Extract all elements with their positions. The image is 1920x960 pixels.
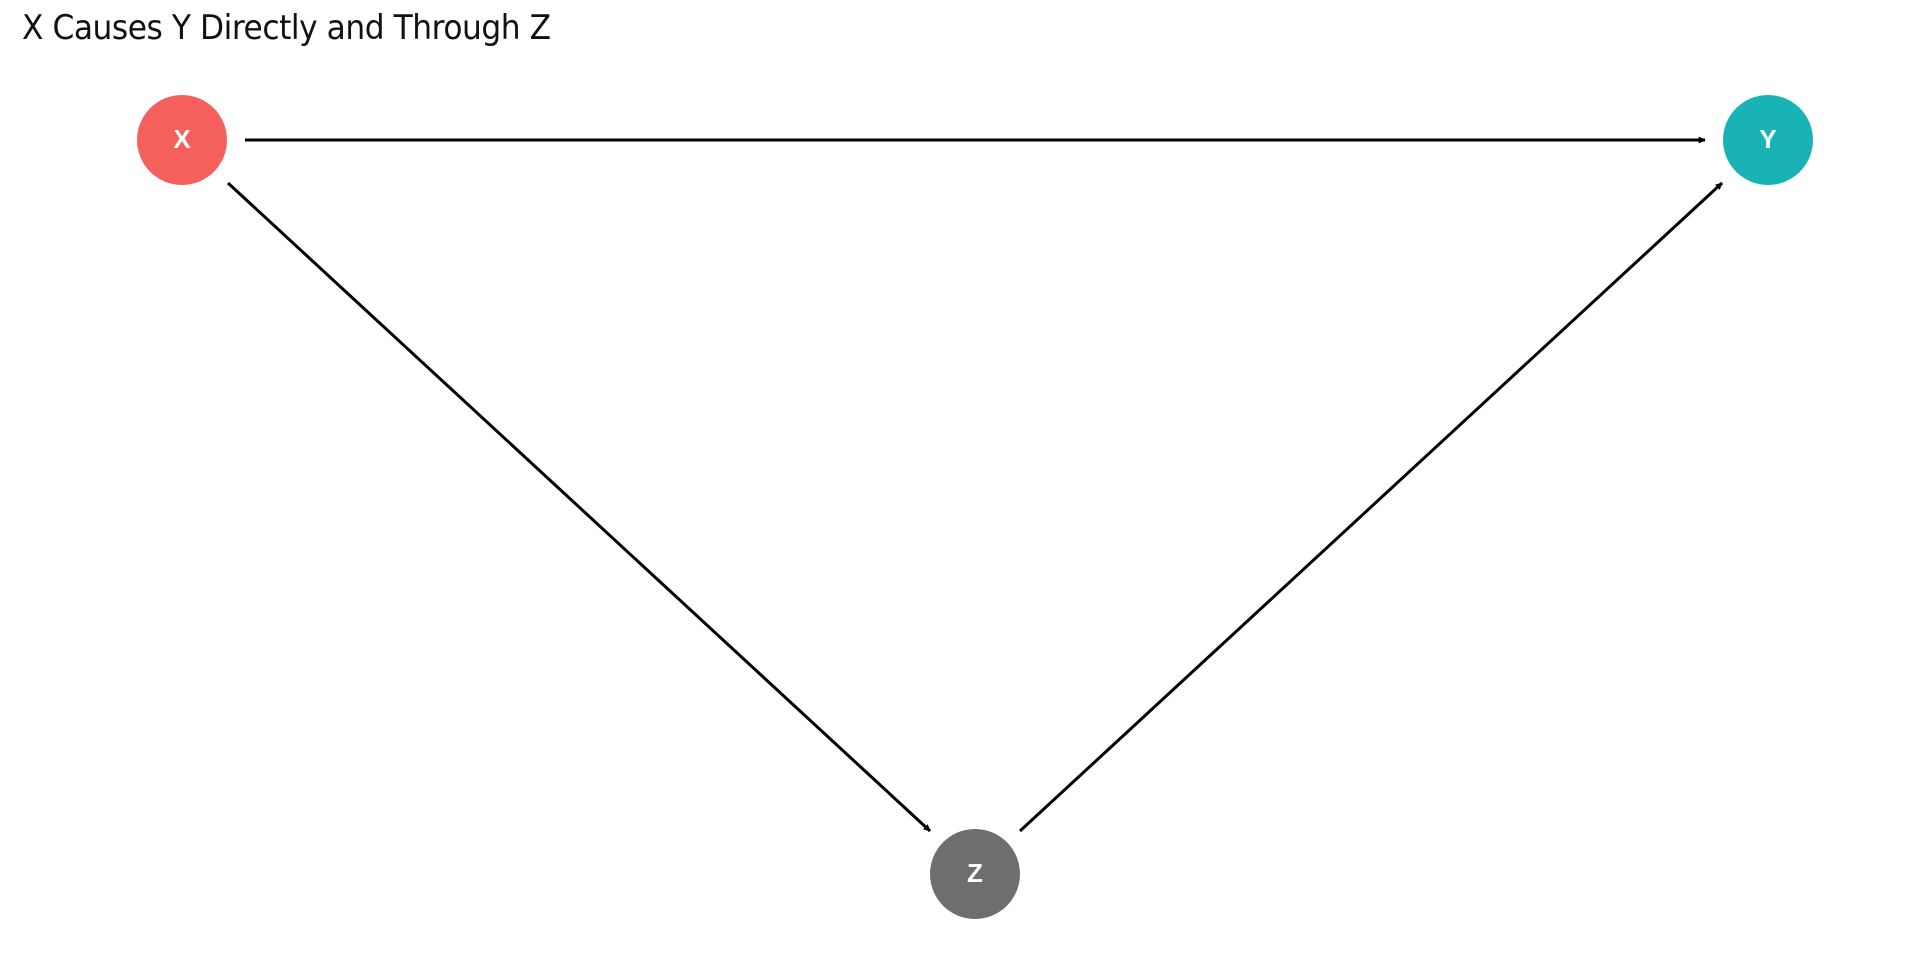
node-y-circle — [1723, 95, 1813, 185]
edge-x-to-z — [226, 181, 932, 833]
node-x-circle — [137, 95, 227, 185]
node-y: Y — [1723, 95, 1813, 185]
node-x: X — [137, 95, 227, 185]
node-y-label: Y — [1759, 124, 1776, 154]
edge-z-to-y — [1018, 181, 1724, 833]
node-z-label: Z — [967, 858, 983, 888]
node-x-label: X — [173, 124, 191, 154]
node-z: Z — [930, 829, 1020, 919]
diagram-title: X Causes Y Directly and Through Z — [22, 8, 551, 48]
node-z-circle — [930, 829, 1020, 919]
